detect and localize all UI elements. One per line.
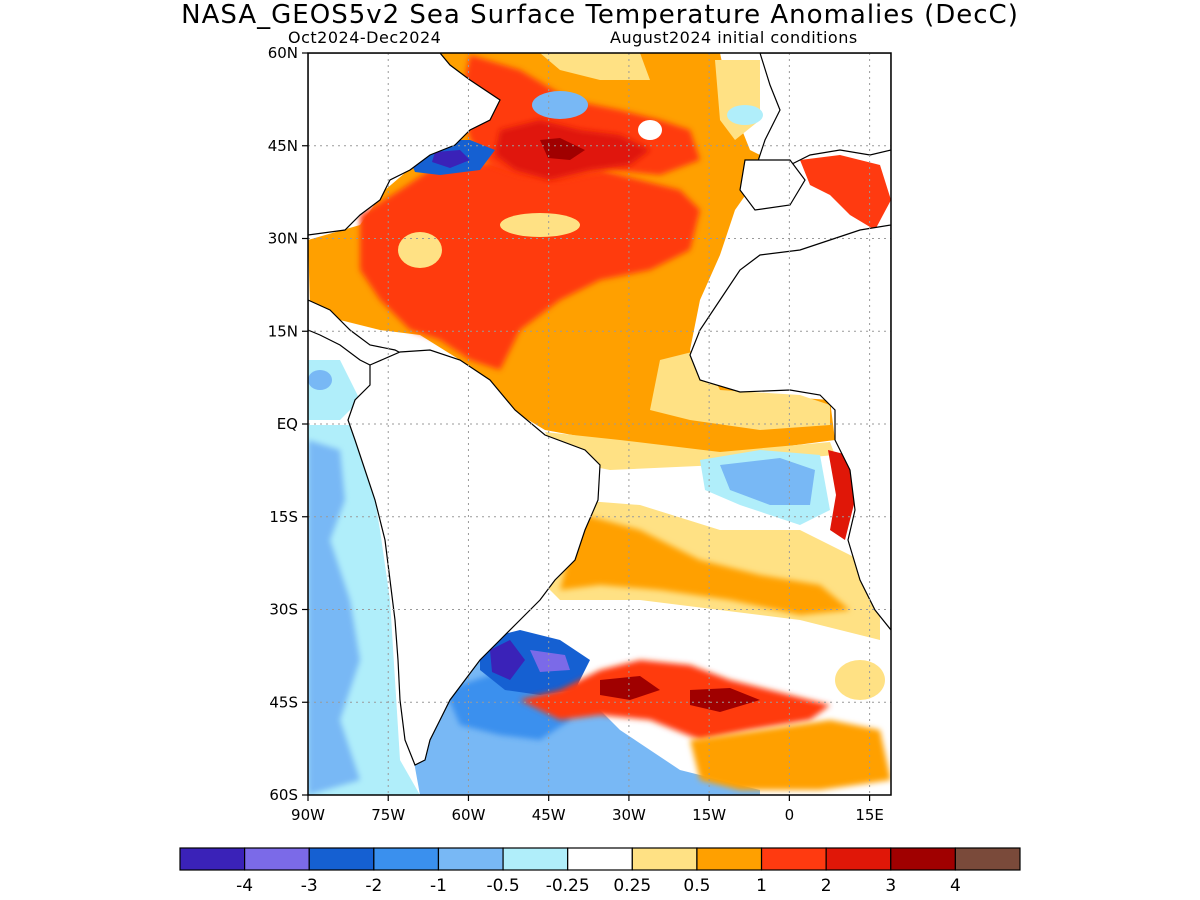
lon-tick-label: 60W <box>451 806 485 824</box>
colorbar-label: -0.5 <box>486 876 519 896</box>
colorbar-swatch <box>244 847 310 871</box>
colorbar-swatch <box>631 847 698 871</box>
region-southern-ocean-warm <box>690 720 891 790</box>
colorbar-swatch <box>760 847 827 871</box>
colorbar-label: 4 <box>950 876 961 896</box>
region-east-pacific-cool-core <box>308 370 332 390</box>
region-south-atlantic-cool <box>720 458 815 505</box>
region-white-gap-2 <box>500 213 580 237</box>
region-south-pacific-cool-bands <box>308 440 360 795</box>
chart-title: NASA_GEOS5v2 Sea Surface Temperature Ano… <box>181 0 1019 30</box>
initial-conditions-label: August2024 initial conditions <box>610 28 858 47</box>
south-america-land <box>347 349 601 766</box>
region-north-atlantic-pale <box>540 53 650 80</box>
region-angola-coast-warm <box>828 450 855 540</box>
land-masses <box>308 53 891 766</box>
colorbar-label: 3 <box>885 876 896 896</box>
colorbar-label: -4 <box>236 876 253 896</box>
region-tropical-east-pale <box>650 350 830 430</box>
colorbar-swatch <box>373 847 440 871</box>
colorbar-label: 0.5 <box>683 876 710 896</box>
lat-tick-label: 15S <box>269 508 298 526</box>
colorbar-swatch <box>437 847 504 871</box>
region-white-gap-3 <box>638 120 662 140</box>
lon-tick-label: 90W <box>291 806 325 824</box>
colorbar-swatch <box>696 847 763 871</box>
region-southern-pale <box>835 660 885 700</box>
colorbar-swatch <box>567 847 633 871</box>
africa-land <box>689 224 891 631</box>
region-mediterranean-warm <box>800 155 891 230</box>
colorbar-labels: -4 -3 -2 -1 -0.5 -0.25 0.25 0.5 1 2 3 4 <box>236 876 961 896</box>
lat-tick-label: 45N <box>268 137 298 155</box>
region-south-subtropical-orange <box>560 515 850 615</box>
colorbar-swatch <box>825 847 892 871</box>
colorbar-label: -1 <box>430 876 447 896</box>
colorbar-label: -2 <box>365 876 382 896</box>
forecast-period: Oct2024-Dec2024 <box>288 28 442 47</box>
colorbar <box>179 847 1021 871</box>
region-confluence-purple <box>530 650 570 672</box>
colorbar-swatch <box>179 847 246 871</box>
region-gulf-stream-core <box>540 138 585 160</box>
lat-tick-label: 60S <box>269 786 298 804</box>
lat-tick-label: 30S <box>269 601 298 619</box>
region-north-cool-spot-2 <box>727 105 763 125</box>
colorbar-swatch <box>954 847 1021 871</box>
region-newfoundland-cold-core <box>432 150 470 168</box>
lon-tick-label: 0 <box>785 806 795 824</box>
lat-tick-label: 45S <box>269 693 298 711</box>
latitude-labels: 60N 45N 30N 15N EQ 15S 30S 45S 60S <box>268 44 308 804</box>
lat-tick-label: 60N <box>268 44 298 62</box>
colorbar-label: 0.25 <box>613 876 651 896</box>
colorbar-label: 2 <box>821 876 832 896</box>
region-south-atlantic-45s-warm <box>520 660 830 740</box>
lon-tick-label: 45W <box>532 806 566 824</box>
lon-tick-label: 15E <box>855 806 884 824</box>
colorbar-label: -3 <box>301 876 318 896</box>
lon-tick-label: 15W <box>692 806 726 824</box>
longitude-labels: 90W 75W 60W 45W 30W 15W 0 15E <box>291 795 884 824</box>
grid-lines <box>308 53 891 795</box>
colorbar-swatch <box>502 847 569 871</box>
lat-tick-label: EQ <box>277 415 298 433</box>
lon-tick-label: 30W <box>612 806 646 824</box>
colorbar-swatch <box>308 847 375 871</box>
colorbar-label: 1 <box>756 876 767 896</box>
lat-tick-label: 30N <box>268 230 298 248</box>
iberia-land <box>739 159 806 211</box>
region-north-cool-spot <box>532 91 588 119</box>
region-south-atlantic-45s-hot-2 <box>690 688 760 712</box>
lat-tick-label: 15N <box>268 322 298 340</box>
region-white-gap-1 <box>398 232 442 268</box>
colorbar-label: -0.25 <box>546 876 590 896</box>
region-south-atlantic-45s-hot <box>600 676 660 700</box>
colorbar-swatch <box>890 847 956 871</box>
region-caribbean-warm <box>360 160 700 370</box>
north-america-land <box>308 53 501 236</box>
region-brazil-malvinas-confluence-core <box>490 640 525 680</box>
lon-tick-label: 75W <box>371 806 405 824</box>
